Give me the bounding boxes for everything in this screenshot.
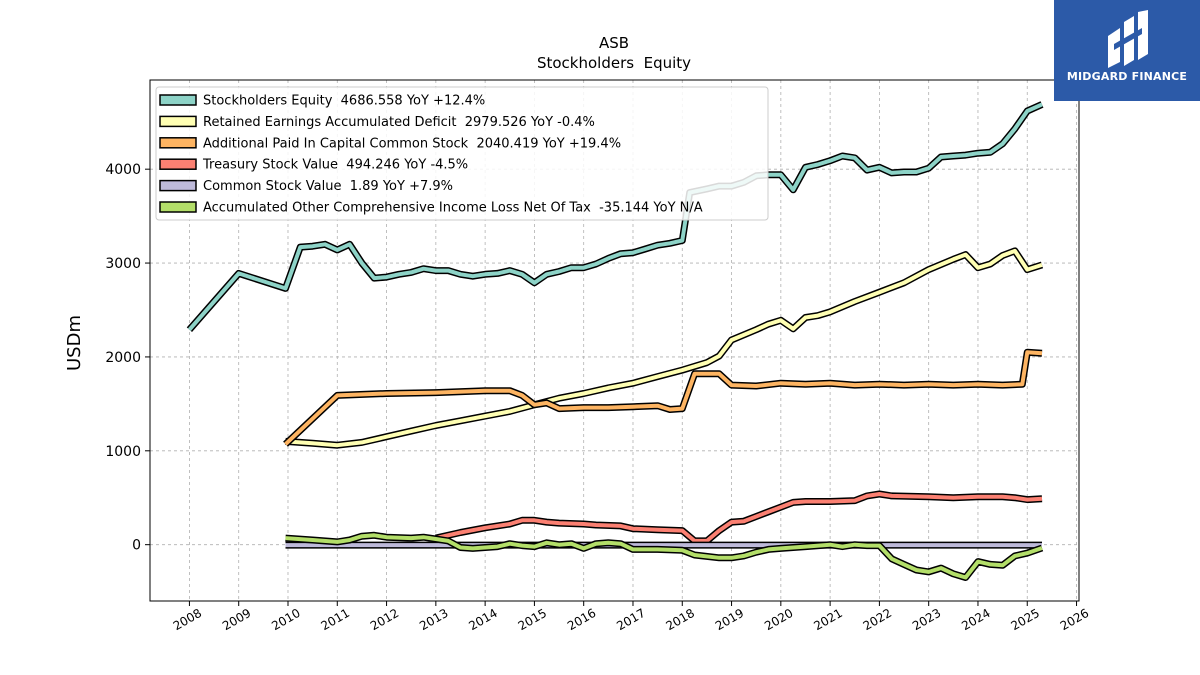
legend-swatch bbox=[159, 179, 197, 192]
legend-label: Accumulated Other Comprehensive Income L… bbox=[203, 201, 703, 216]
series-line bbox=[284, 350, 1043, 446]
legend-swatch bbox=[159, 115, 197, 128]
x-tick-label: 2008 bbox=[171, 606, 204, 633]
legend-label: Stockholders Equity 4686.558 YoY +12.4% bbox=[203, 94, 485, 109]
x-tick-label: 2015 bbox=[516, 606, 549, 633]
midgard-logo-icon bbox=[1108, 10, 1148, 68]
series-line bbox=[285, 533, 1043, 580]
x-tick-label: 2021 bbox=[811, 606, 844, 633]
x-tick-label: 2022 bbox=[861, 606, 894, 633]
series-line bbox=[187, 102, 1043, 332]
chart-subtitle: Stockholders Equity bbox=[537, 54, 691, 72]
series-line bbox=[435, 492, 1043, 543]
x-tick-label: 2014 bbox=[466, 606, 499, 633]
x-tick-label: 2020 bbox=[762, 606, 795, 633]
x-tick-label: 2013 bbox=[417, 606, 450, 633]
x-tick-label: 2026 bbox=[1058, 606, 1091, 633]
brand-name: MIDGARD FINANCE bbox=[1066, 70, 1188, 83]
legend-label: Treasury Stock Value 494.246 YoY -4.5% bbox=[202, 158, 468, 173]
x-tick-label: 2012 bbox=[368, 606, 401, 633]
chart-title: ASB bbox=[599, 34, 629, 52]
plot-frame bbox=[149, 79, 1080, 602]
brand-badge: MIDGARD FINANCE bbox=[1054, 0, 1200, 101]
y-axis-label: USDm bbox=[64, 315, 85, 371]
x-tick-label: 2023 bbox=[910, 606, 943, 633]
x-tick-label: 2016 bbox=[565, 606, 598, 633]
x-axis: 2008 2009 2010 2011 2012 2013 2014 2015 2016 2017… bbox=[171, 601, 1091, 633]
legend-box bbox=[155, 86, 769, 221]
legend-swatch bbox=[159, 158, 197, 170]
series-line-outline bbox=[435, 490, 1043, 545]
legend-swatch bbox=[159, 137, 197, 149]
legend-swatch bbox=[159, 94, 197, 106]
x-tick-label: 2017 bbox=[614, 606, 647, 633]
x-tick-label: 2024 bbox=[959, 606, 992, 633]
x-tick-label: 2019 bbox=[713, 606, 746, 633]
y-tick-label: 4000 bbox=[105, 162, 141, 178]
x-tick-label: 2009 bbox=[220, 606, 253, 633]
legend-label: Retained Earnings Accumulated Deficit 29… bbox=[203, 115, 595, 130]
series-line bbox=[285, 248, 1043, 448]
x-tick-label: 2018 bbox=[664, 606, 697, 633]
x-tick-label: 2011 bbox=[319, 606, 352, 633]
x-tick-label: 2025 bbox=[1009, 606, 1042, 633]
legend-label: Additional Paid In Capital Common Stock … bbox=[203, 136, 621, 151]
y-axis: 0 1000 2000 3000 4000 bbox=[105, 162, 150, 554]
x-tick-label: 2010 bbox=[269, 606, 302, 633]
y-tick-label: 2000 bbox=[105, 350, 141, 366]
data-series bbox=[186, 101, 1044, 581]
legend: Stockholders Equity 4686.558 YoY +12.4% R… bbox=[155, 86, 769, 221]
y-tick-label: 0 bbox=[132, 538, 141, 554]
y-tick-label: 1000 bbox=[105, 444, 141, 460]
legend-label: Common Stock Value 1.89 YoY +7.9% bbox=[203, 179, 453, 194]
y-tick-label: 3000 bbox=[105, 256, 141, 272]
legend-swatch bbox=[159, 201, 197, 213]
